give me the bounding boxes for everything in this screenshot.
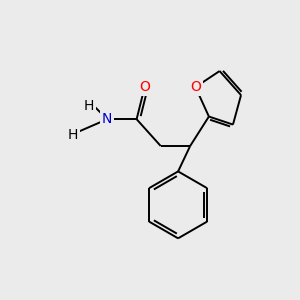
Text: O: O [139,80,150,94]
Text: O: O [190,80,201,94]
Text: N: N [102,112,112,126]
Text: H: H [67,128,78,142]
Text: H: H [83,99,94,113]
